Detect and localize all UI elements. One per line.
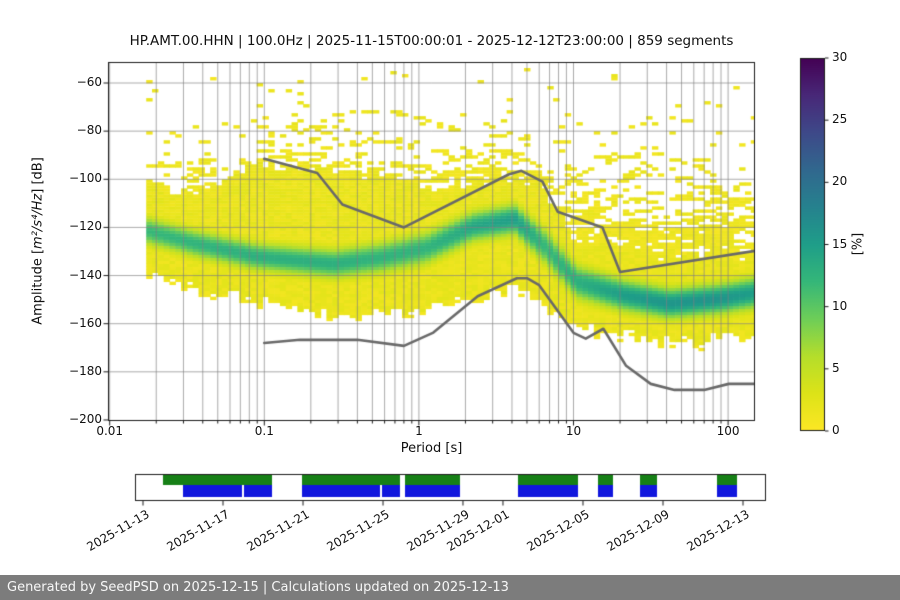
y-tick-label: −140: [69, 267, 102, 282]
colorbar-tick-label: 20: [832, 174, 848, 189]
footer-text: Generated by SeedPSD on 2025-12-15 | Cal…: [7, 580, 509, 595]
colorbar-tick-label: 25: [832, 112, 848, 127]
x-tick-label: 0.01: [96, 424, 124, 438]
x-tick-label: 0.1: [254, 424, 274, 438]
y-tick-label: −200: [69, 411, 102, 426]
y-axis-label: Amplitude [m²/s⁴/Hz] [dB]: [30, 157, 46, 325]
y-tick-label: −160: [69, 315, 102, 330]
y-tick-label: −100: [69, 171, 102, 186]
colorbar-tick-label: 5: [832, 360, 840, 375]
colorbar-label: [%]: [850, 232, 866, 256]
y-tick-label: −120: [69, 219, 102, 234]
x-axis-label: Period [s]: [400, 441, 463, 456]
y-axis-unit: m²/s⁴/Hz: [30, 193, 46, 249]
x-tick-label: 10: [565, 424, 582, 438]
footer-bar: Generated by SeedPSD on 2025-12-15 | Cal…: [0, 575, 900, 600]
colorbar-tick-label: 0: [832, 423, 840, 437]
y-tick-label: −180: [69, 363, 102, 378]
y-tick-label: −60: [76, 75, 102, 89]
x-tick-label: 1: [415, 424, 423, 438]
colorbar-tick-label: 30: [832, 50, 848, 64]
colorbar-tick-label: 15: [832, 236, 848, 251]
x-tick-label: 100: [716, 424, 740, 438]
colorbar-tick-label: 10: [832, 298, 848, 313]
y-tick-label: −80: [76, 123, 102, 138]
plot-title: HP.AMT.00.HHN | 100.0Hz | 2025-11-15T00:…: [129, 33, 734, 49]
